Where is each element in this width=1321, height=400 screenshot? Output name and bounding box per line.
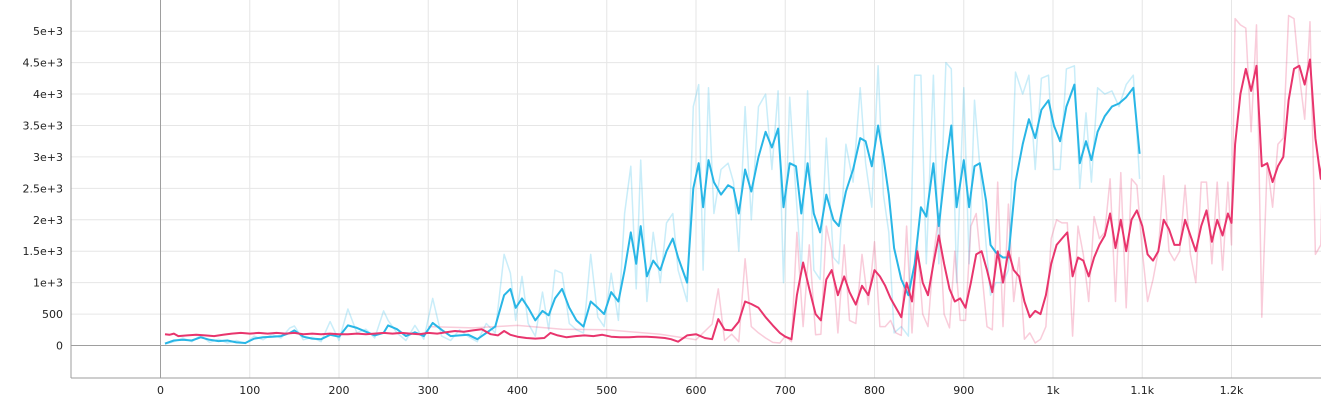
series-2-raw-line — [428, 14, 1321, 344]
raw-series-lines — [164, 14, 1321, 345]
y-tick-label: 0 — [56, 340, 63, 353]
y-tick-label: 2.5e+3 — [23, 182, 63, 195]
x-tick-label: 600 — [686, 384, 707, 397]
y-tick-label: 3.5e+3 — [23, 119, 63, 132]
y-tick-label: 2e+3 — [33, 214, 63, 227]
y-tick-label: 4.5e+3 — [23, 57, 63, 70]
x-tick-label: 1.2k — [1220, 384, 1244, 397]
x-tick-label: 700 — [775, 384, 796, 397]
series-1-smoothed-line — [164, 83, 1141, 345]
x-tick-label: 0 — [157, 384, 164, 397]
y-tick-label: 3e+3 — [33, 151, 63, 164]
series-2-smoothed-line — [164, 58, 1321, 343]
x-tick-label: 300 — [418, 384, 439, 397]
y-tick-label: 4e+3 — [33, 88, 63, 101]
axes — [70, 0, 1321, 379]
x-tick-label: 900 — [953, 384, 974, 397]
x-tick-label: 500 — [596, 384, 617, 397]
x-tick-label: 1k — [1046, 384, 1060, 397]
x-tick-labels: 0 100 200 300 400 500 600 700 800 900 1k 1.1k 1.2k — [157, 384, 1244, 397]
smoothed-series-lines — [164, 58, 1321, 345]
x-tick-label: 400 — [507, 384, 528, 397]
y-tick-label: 500 — [42, 308, 63, 321]
grid-lines — [71, 0, 1321, 378]
x-tick-label: 100 — [239, 384, 260, 397]
y-tick-labels: 0 500 1e+3 1.5e+3 2e+3 2.5e+3 3e+3 3.5e+3 4e+3 4.… — [23, 25, 63, 352]
y-tick-label: 5e+3 — [33, 25, 63, 38]
y-tick-label: 1.5e+3 — [23, 245, 63, 258]
x-tick-label: 200 — [329, 384, 350, 397]
x-tick-label: 800 — [864, 384, 885, 397]
x-tick-label: 1.1k — [1130, 384, 1154, 397]
y-tick-label: 1e+3 — [33, 277, 63, 290]
